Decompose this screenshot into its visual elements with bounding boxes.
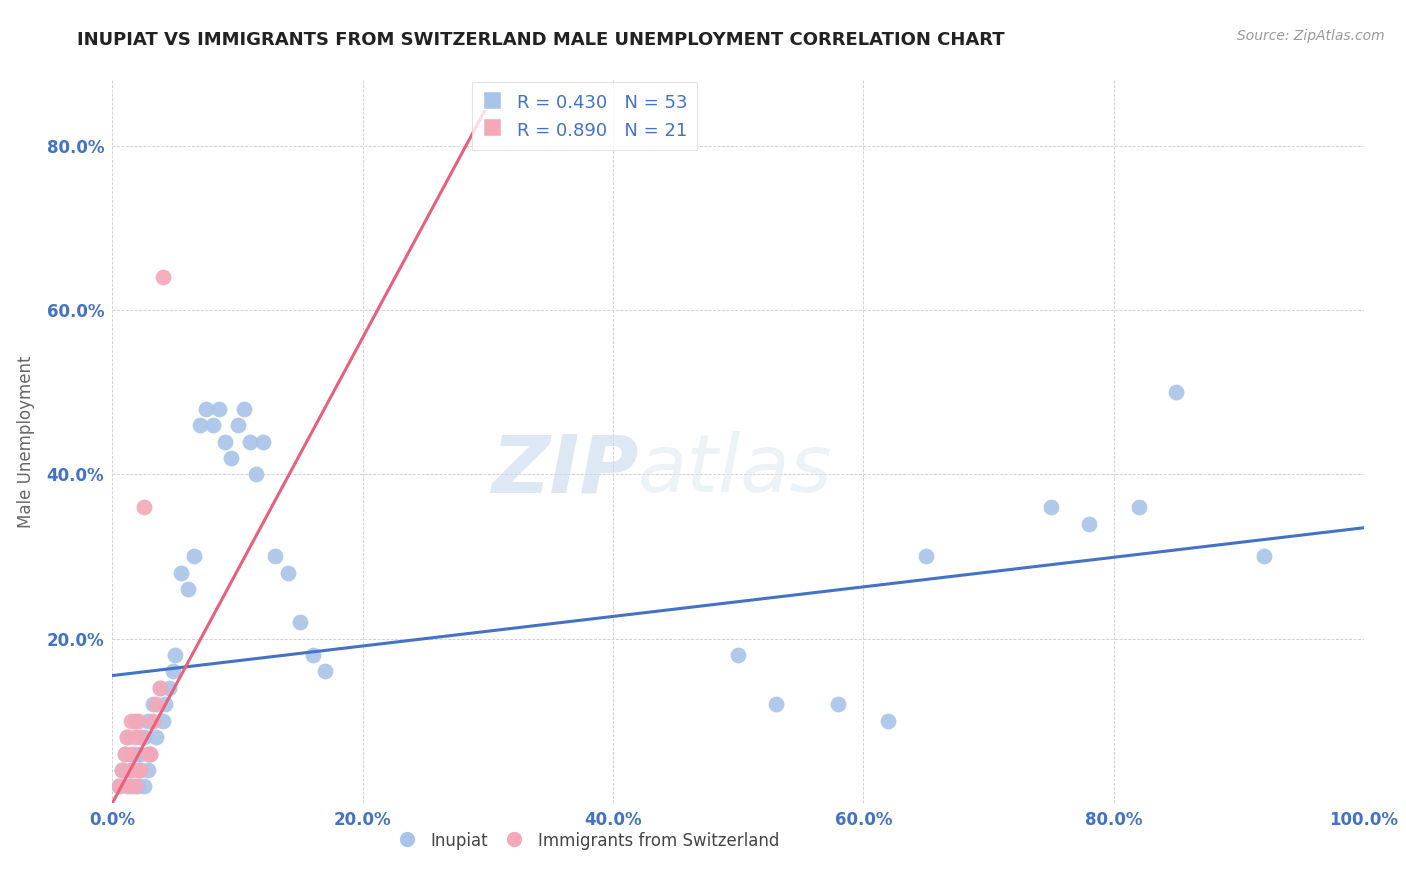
Point [301,648,323,662]
Point [208,401,231,416]
Point [124,747,146,761]
Point [1077,516,1099,531]
Point [132,780,155,794]
Point [264,549,287,564]
Point [1128,500,1150,515]
Point [127,780,149,794]
Point [124,714,146,728]
Point [232,401,254,416]
Point [149,681,172,695]
Point [163,648,186,662]
Point [107,780,129,794]
Point [145,698,167,712]
Point [114,747,136,761]
Point [1039,500,1063,515]
Point [117,730,139,744]
Point [314,665,336,679]
Point [129,730,152,744]
Point [124,730,146,744]
Point [239,434,262,449]
Point [136,714,159,728]
Text: atlas: atlas [638,432,832,509]
Text: INUPIAT VS IMMIGRANTS FROM SWITZERLAND MALE UNEMPLOYMENT CORRELATION CHART: INUPIAT VS IMMIGRANTS FROM SWITZERLAND M… [77,31,1005,49]
Point [727,648,749,662]
Point [120,763,142,777]
Point [120,747,142,761]
Point [765,698,787,712]
Point [120,763,142,777]
Point [195,401,218,416]
Point [183,549,205,564]
Point [290,615,312,630]
Point [170,566,193,580]
Point [127,714,149,728]
Point [124,780,146,794]
Point [221,450,243,465]
Point [188,418,211,433]
Point [1253,549,1275,564]
Point [127,763,149,777]
Point [176,582,198,597]
Point [136,747,159,761]
Point [153,698,176,712]
Point [201,418,224,433]
Legend: Inupiat, Immigrants from Switzerland: Inupiat, Immigrants from Switzerland [388,822,787,860]
Point [120,714,142,728]
Point [114,747,136,761]
Point [111,763,134,777]
Point [117,780,139,794]
Point [162,665,184,679]
Point [245,467,267,482]
Point [214,434,236,449]
Point [132,730,155,744]
Point [915,549,938,564]
Point [141,698,163,712]
Point [132,500,155,515]
Point [141,714,163,728]
Point [129,763,152,777]
Y-axis label: Male Unemployment: Male Unemployment [17,355,35,528]
Point [136,763,159,777]
Point [139,747,162,761]
Point [107,780,129,794]
Point [129,747,152,761]
Point [111,763,134,777]
Point [145,730,167,744]
Point [149,681,172,695]
Point [139,747,162,761]
Point [877,714,900,728]
Point [827,698,849,712]
Point [277,566,299,580]
Point [252,434,274,449]
Point [152,714,174,728]
Point [1164,385,1187,400]
Text: Source: ZipAtlas.com: Source: ZipAtlas.com [1237,29,1385,43]
Text: ZIP: ZIP [491,432,638,509]
Point [120,780,142,794]
Point [152,270,174,285]
Point [129,763,152,777]
Point [117,730,139,744]
Point [157,681,180,695]
Point [226,418,249,433]
